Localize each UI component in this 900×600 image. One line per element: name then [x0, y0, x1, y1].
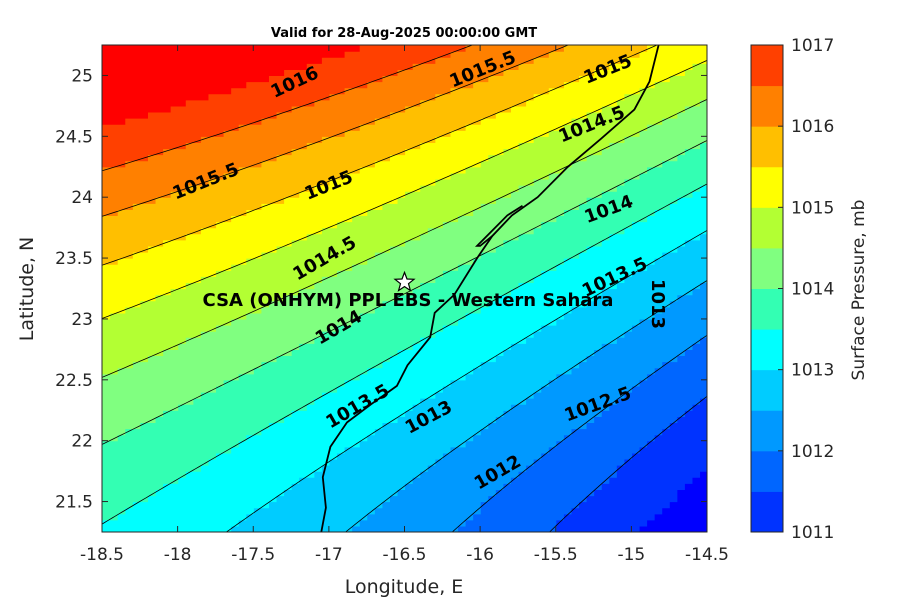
- colorbar-segment: [751, 329, 783, 371]
- colorbar-segment: [751, 491, 783, 533]
- colorbar-label: Surface Pressure, mb: [849, 200, 869, 381]
- y-tick-label: 24: [71, 188, 93, 208]
- y-tick-label: 23: [71, 310, 93, 330]
- colorbar-tick-label: 1012: [791, 442, 834, 462]
- x-tick-label: -17.5: [231, 545, 275, 565]
- pressure-band: [102, 45, 564, 217]
- colorbar-segment: [751, 288, 783, 330]
- x-tick-label: -16.5: [383, 545, 427, 565]
- colorbar-tick-label: 1013: [791, 361, 834, 381]
- pressure-band: [102, 45, 360, 125]
- contour-label: 1013: [647, 279, 668, 329]
- colorbar-segment: [751, 85, 783, 127]
- isobar-lines: [102, 45, 707, 532]
- x-axis-ticks: -18.5 -18 -17.5 -17 -16.5 -16 -15.5 -15 -14.5: [80, 45, 729, 565]
- pressure-band: [230, 233, 707, 532]
- x-tick-label: -17: [315, 545, 343, 565]
- isobar-line: [102, 60, 707, 319]
- x-tick-label: -15: [617, 545, 645, 565]
- pressure-band: [351, 282, 707, 532]
- pressure-band: [102, 45, 648, 265]
- colorbar-segment: [751, 207, 783, 249]
- x-axis-label: Longitude, E: [345, 576, 464, 598]
- y-axis-ticks: 25 24.5 24 23.5 23 22.5 22 21.5: [55, 66, 707, 513]
- y-tick-label: 22.5: [55, 371, 93, 391]
- y-tick-label: 25: [71, 66, 93, 86]
- pressure-band: [102, 45, 707, 320]
- peninsula-path: [474, 204, 523, 247]
- pressure-band: [102, 142, 707, 521]
- pressure-band: [457, 337, 707, 532]
- colorbar-segment: [751, 369, 783, 411]
- colorbar: 1017 1016 1015 1014 1013 1012 1011: [750, 36, 834, 543]
- colorbar-segment: [751, 247, 783, 289]
- colorbar-tick-label: 1011: [791, 523, 834, 543]
- isobar-line: [226, 230, 707, 532]
- colorbar-segment: [751, 126, 783, 168]
- colorbar-segment: [751, 166, 783, 208]
- y-tick-label: 22: [71, 432, 93, 452]
- pressure-band: [102, 63, 707, 375]
- colorbar-tick-label: 1015: [791, 198, 834, 218]
- isobar-line: [102, 45, 473, 172]
- isobar-line: [345, 280, 707, 532]
- isobar-line: [102, 45, 569, 217]
- colorbar-segment: [751, 45, 783, 87]
- y-tick-label: 23.5: [55, 249, 93, 269]
- colorbar-tick-label: 1016: [791, 117, 834, 137]
- pressure-fill-bands: [102, 45, 707, 532]
- colorbar-segment: [751, 410, 783, 452]
- pressure-band: [102, 45, 466, 168]
- coastline-path: [320, 45, 660, 532]
- site-marker: CSA (ONHYM) PPL EBS - Western Sahara: [203, 270, 614, 311]
- isobar-line: [102, 99, 707, 378]
- x-tick-label: -14.5: [685, 545, 729, 565]
- colorbar-tick-label: 1014: [791, 280, 834, 300]
- x-tick-label: -18.5: [80, 545, 124, 565]
- x-tick-label: -15.5: [534, 545, 578, 565]
- pressure-band: [102, 99, 707, 442]
- isobar-line: [102, 45, 658, 266]
- pressure-band: [102, 185, 707, 532]
- y-tick-label: 21.5: [55, 493, 93, 513]
- x-tick-label: -16: [466, 545, 494, 565]
- x-tick-label: -18: [164, 545, 192, 565]
- colorbar-segment: [751, 450, 783, 492]
- colorbar-tick-label: 1017: [791, 36, 834, 56]
- isobar-line: [102, 183, 707, 525]
- coastline: [320, 45, 660, 532]
- star-icon: [393, 270, 416, 292]
- site-label: CSA (ONHYM) PPL EBS - Western Sahara: [203, 290, 614, 311]
- y-axis-label: Latitude, N: [16, 237, 38, 342]
- chart-title: Valid for 28-Aug-2025 00:00:00 GMT: [271, 26, 537, 41]
- pressure-band: [555, 398, 707, 532]
- y-tick-label: 24.5: [55, 127, 93, 147]
